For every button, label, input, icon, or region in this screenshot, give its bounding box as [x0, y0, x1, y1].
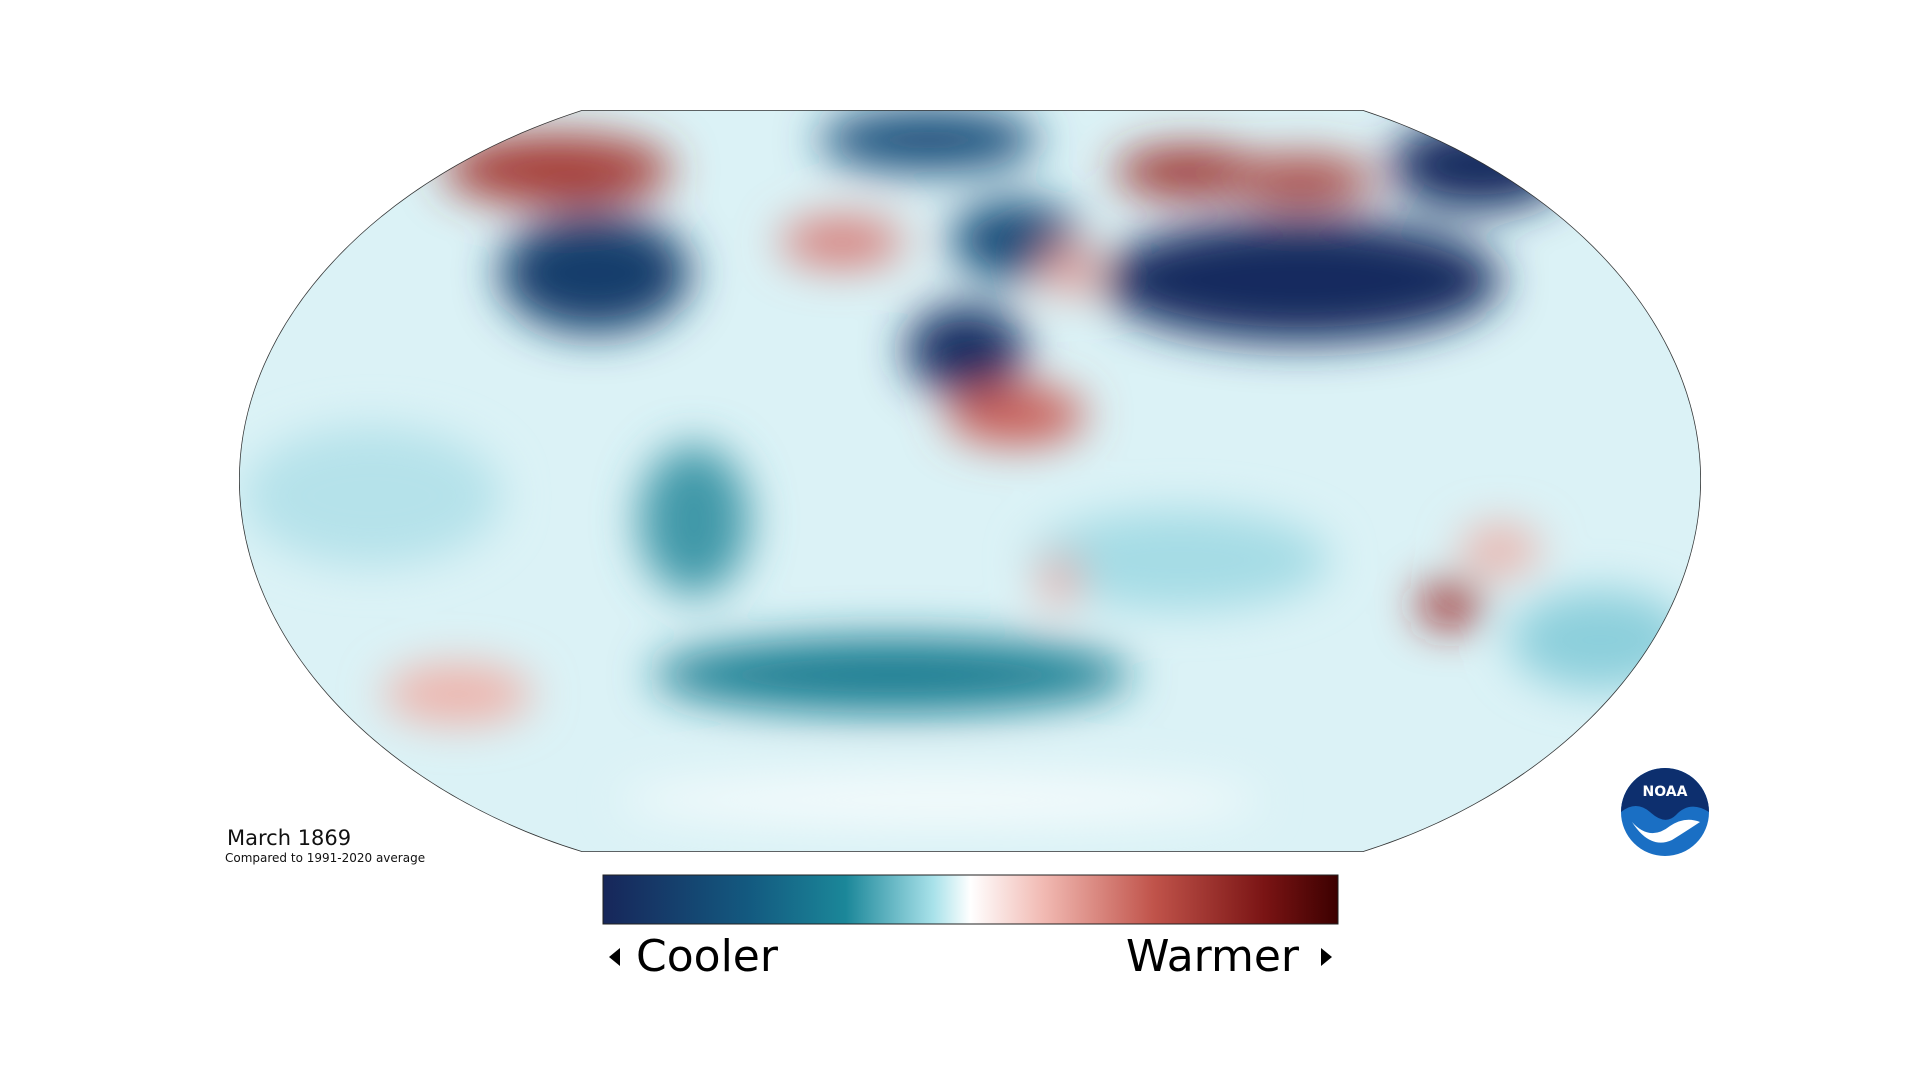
- map-title: March 1869: [227, 826, 351, 850]
- legend-low: Cooler: [636, 931, 779, 982]
- anomaly-map: [239, 110, 1701, 852]
- noaa-logo: NOAA: [1621, 768, 1709, 856]
- arrow-left: [609, 948, 620, 966]
- color-bar: [602, 874, 1339, 925]
- legend-high: Warmer: [1126, 931, 1300, 982]
- map-subtitle: Compared to 1991-2020 average: [225, 851, 425, 865]
- logo-text: NOAA: [1643, 784, 1688, 800]
- arrow-right: [1321, 948, 1332, 966]
